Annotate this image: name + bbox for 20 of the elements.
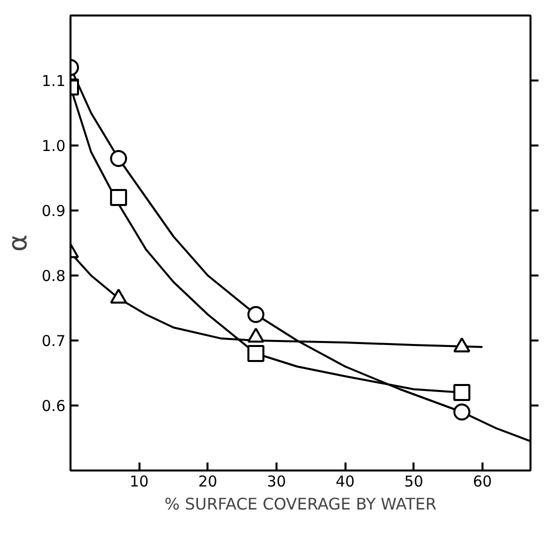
x-tick-label: 20	[198, 472, 218, 490]
y-tick-label: 0.7	[42, 332, 66, 350]
point	[110, 150, 128, 167]
x-tick-label: 30	[266, 472, 286, 490]
point	[247, 306, 264, 323]
point	[453, 404, 470, 420]
x-tick-label: 40	[336, 472, 355, 490]
y-tick-label: 1.1	[42, 72, 66, 90]
x-tick-label: 10	[130, 472, 149, 490]
y-tick-label: 0.6	[42, 397, 66, 415]
x-tick-label: 60	[472, 472, 492, 490]
point	[247, 345, 264, 362]
point	[453, 384, 470, 401]
x-tick-label: 50	[404, 472, 424, 490]
y-tick-label: 0.9	[42, 202, 66, 220]
y-tick-label: 1.0	[42, 137, 66, 155]
x-axis-title: % SURFACE COVERAGE BY WATER	[164, 494, 436, 514]
y-axis-title: α	[4, 234, 34, 252]
point	[110, 189, 128, 206]
y-tick-label: 0.8	[42, 267, 66, 285]
